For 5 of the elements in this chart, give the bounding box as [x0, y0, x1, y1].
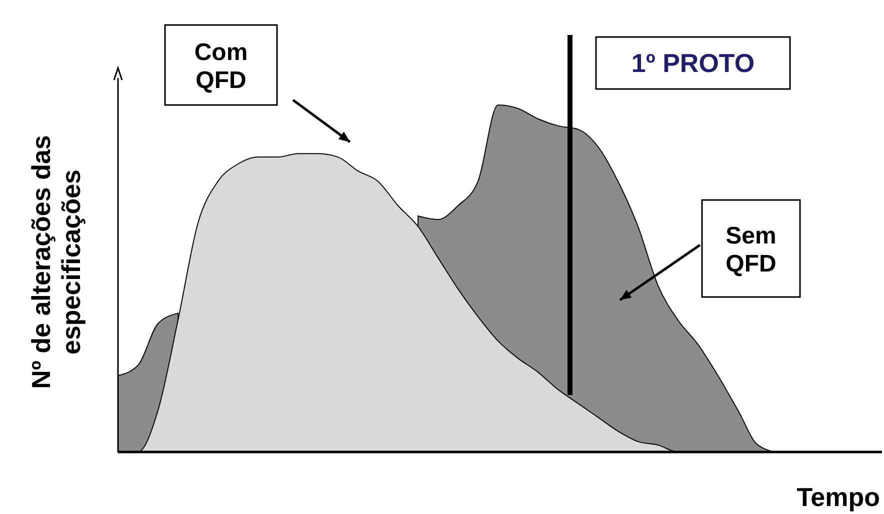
x-axis-title: Tempo	[796, 482, 880, 512]
text: Com QFD	[194, 39, 248, 94]
annotation: Sem QFD	[726, 222, 776, 278]
text: 1º PROTO	[631, 48, 755, 78]
y-axis-title: Nº de alterações das especificações	[26, 135, 86, 389]
